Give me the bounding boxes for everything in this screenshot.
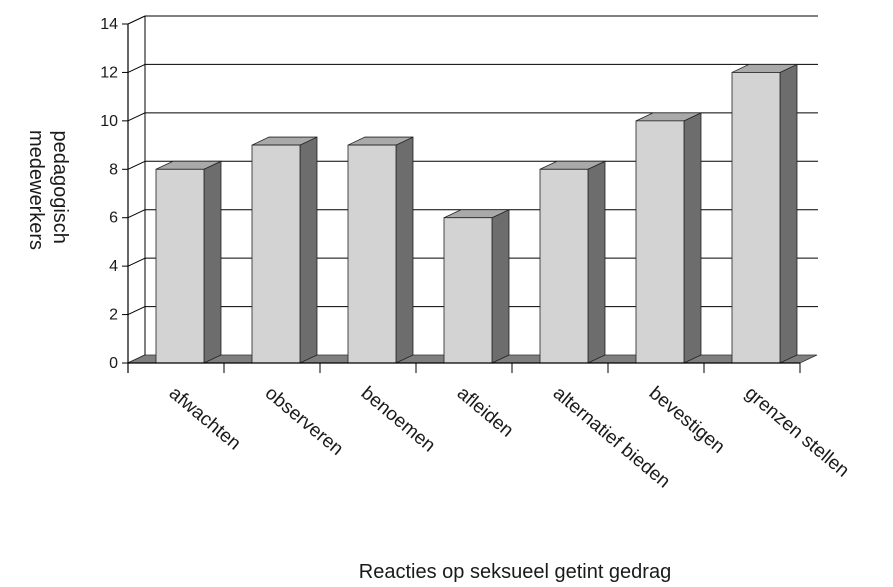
bar-2 [251,136,318,364]
bar-front-4 [443,217,493,364]
x-category-label-3: benoemen [357,383,439,457]
bar-4 [443,209,510,364]
y-tick-label-10: 10 [100,113,118,130]
x-category-label-6: bevestigen [645,383,729,458]
y-tick-label-14: 14 [100,16,118,33]
gridline-depth-2 [127,306,146,316]
y-tick-label-12: 12 [100,64,118,81]
bar-side-6 [683,112,702,364]
bar-front-3 [347,144,397,364]
bar-front-7 [731,72,781,364]
y-axis-title-line-1: pedagogisch [49,131,71,244]
bar-side-1 [203,160,222,364]
gridline-depth-4 [127,257,146,267]
y-axis-title-line-2: medewerkers [25,130,47,250]
bar-6 [635,112,702,364]
y-tick-label-0: 0 [109,355,118,372]
y-tick-label-2: 2 [109,307,118,324]
x-axis-title: Reacties op seksueel getint gedrag [359,561,671,583]
bar-front-5 [539,168,589,364]
x-category-label-2: observeren [261,383,347,460]
x-category-label-1: afwachten [165,383,245,455]
y-axis-title: pedagogisch medewerkers [25,130,71,250]
bar-5 [539,160,606,364]
y-tick-label-4: 4 [109,258,118,275]
gridline-depth-12 [127,63,146,73]
bar-front-6 [635,120,685,364]
gridline-depth-14 [127,15,146,25]
x-category-label-4: afleiden [453,383,517,442]
bar-side-4 [491,209,510,364]
bar-7 [731,63,798,364]
y-tick-labels: 0 2 4 6 8 10 12 14 [100,16,118,372]
bar-3 [347,136,414,364]
bar-side-5 [587,160,606,364]
gridline-depth-6 [127,209,146,219]
bar-front-2 [251,144,301,364]
x-category-labels: afwachten observeren benoemen afleiden alter… [165,383,853,493]
bar-side-2 [299,136,318,364]
y-tick-label-8: 8 [109,161,118,178]
bar-front-1 [155,168,205,364]
gridline-depth-8 [127,160,146,170]
gridline-depth-10 [127,112,146,122]
axes [122,16,801,373]
bar-side-7 [779,63,798,364]
bars [155,63,798,364]
bar-1 [155,160,222,364]
y-tick-label-6: 6 [109,210,118,227]
bar-side-3 [395,136,414,364]
x-category-label-7: grenzen stellen [741,383,853,482]
